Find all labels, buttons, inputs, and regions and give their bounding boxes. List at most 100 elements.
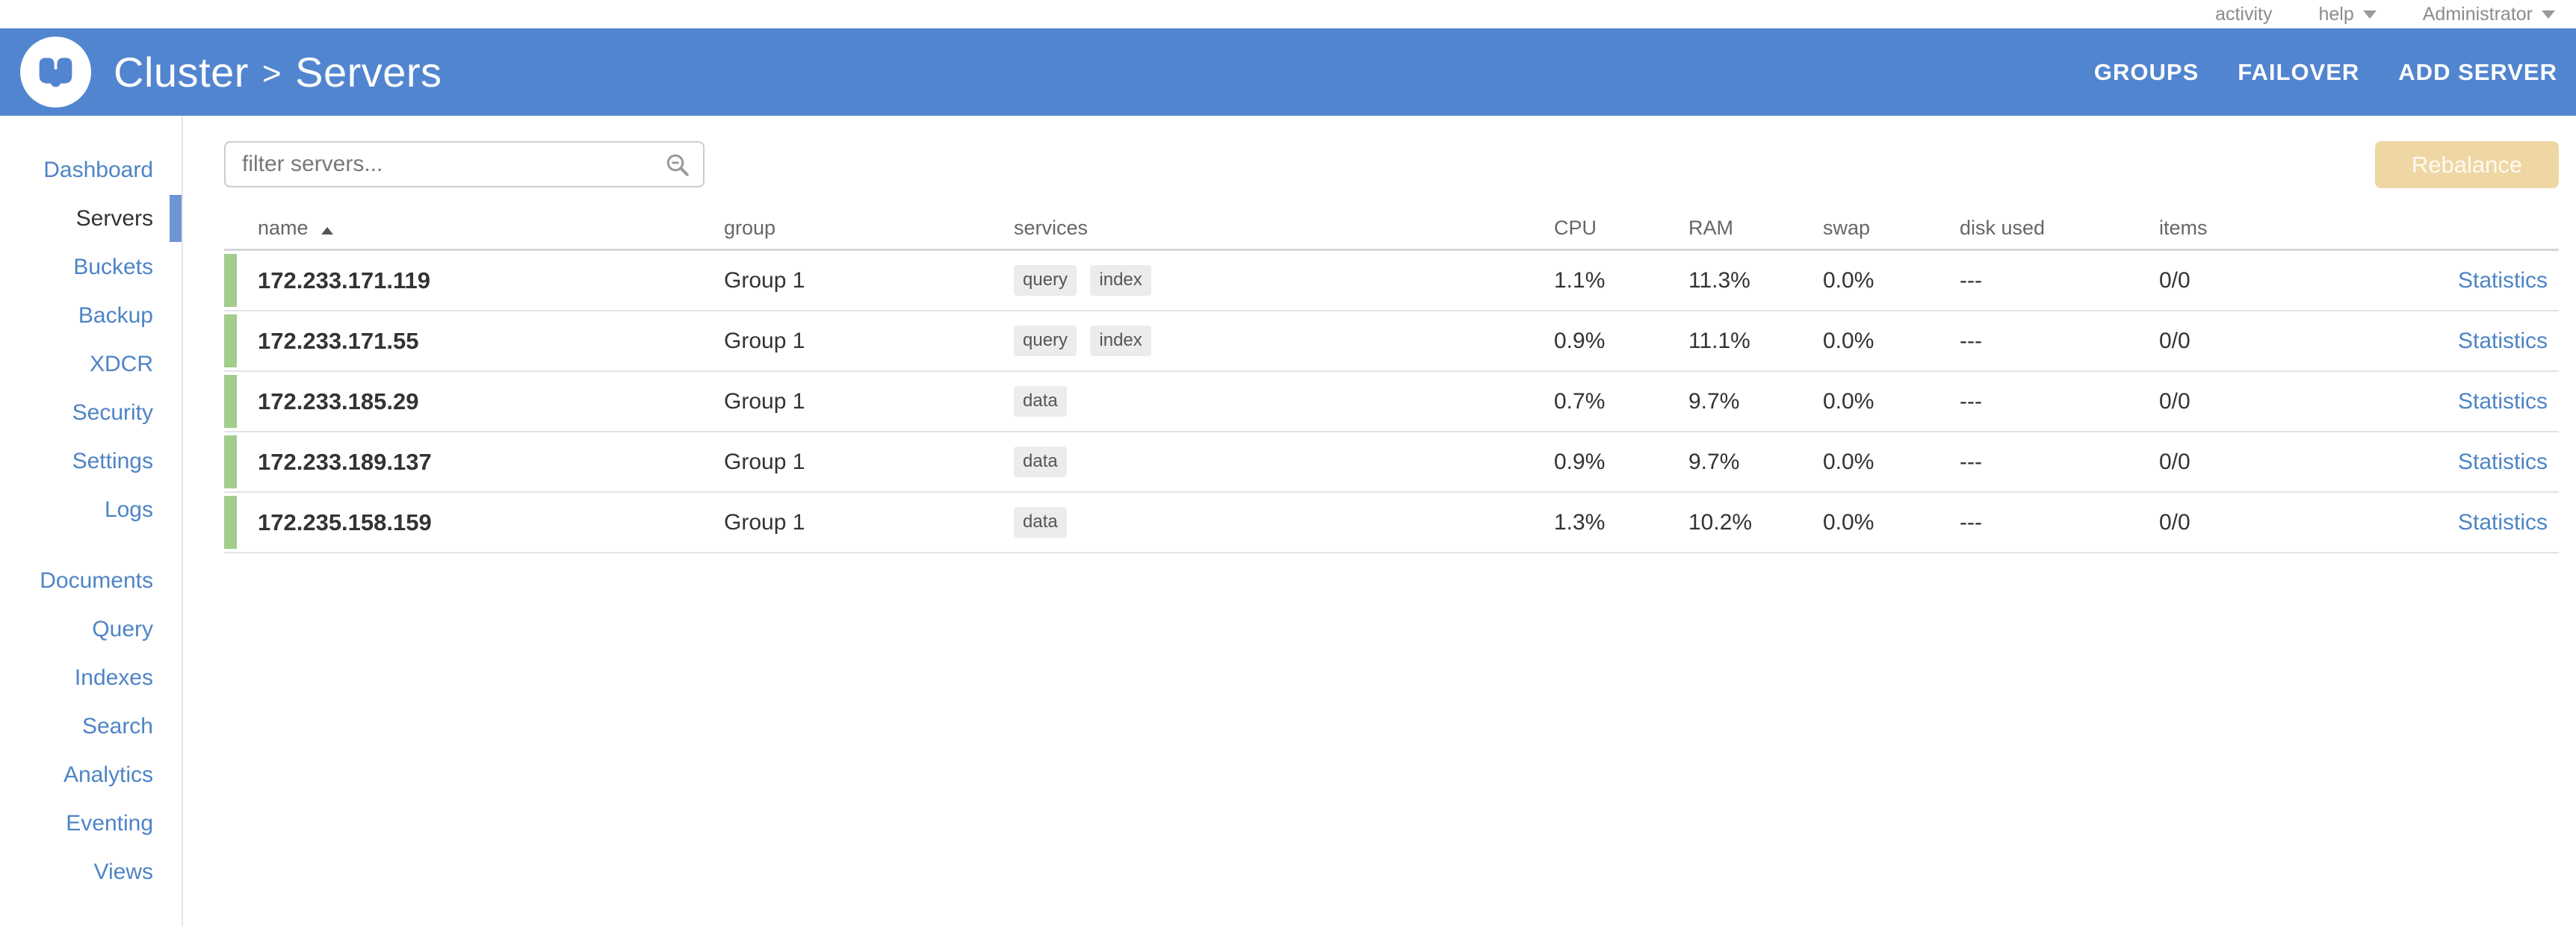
sidebar-item-eventing[interactable]: Eventing bbox=[66, 811, 153, 836]
table-row[interactable]: 172.233.185.29 Group 1 data 0.7% 9.7% 0.… bbox=[224, 372, 2559, 432]
statistics-link[interactable]: Statistics bbox=[2457, 388, 2548, 414]
ram-value: 9.7% bbox=[1688, 449, 1740, 474]
sidebar-item-documents[interactable]: Documents bbox=[40, 568, 153, 593]
sidebar-item-buckets[interactable]: Buckets bbox=[73, 255, 153, 279]
swap-value: 0.0% bbox=[1823, 328, 1874, 353]
service-badge: data bbox=[1014, 447, 1067, 477]
items-value: 0/0 bbox=[2159, 449, 2190, 474]
ram-value: 11.1% bbox=[1688, 328, 1750, 353]
swap-value: 0.0% bbox=[1823, 388, 1874, 414]
cpu-value: 0.9% bbox=[1554, 449, 1606, 474]
help-menu-label: help bbox=[2318, 3, 2354, 25]
active-indicator bbox=[170, 195, 182, 242]
service-badge: data bbox=[1014, 507, 1067, 538]
column-header-items[interactable]: items bbox=[2159, 217, 2208, 239]
column-header-swap[interactable]: swap bbox=[1823, 217, 1871, 239]
couchbase-logo-icon bbox=[20, 37, 91, 108]
items-value: 0/0 bbox=[2159, 509, 2190, 535]
server-group: Group 1 bbox=[724, 328, 805, 353]
statistics-link[interactable]: Statistics bbox=[2457, 328, 2548, 353]
column-header-ram[interactable]: RAM bbox=[1688, 217, 1733, 239]
server-group: Group 1 bbox=[724, 267, 805, 293]
groups-button[interactable]: GROUPS bbox=[2093, 58, 2199, 85]
breadcrumb: Cluster > Servers bbox=[114, 48, 442, 96]
sidebar-item-search[interactable]: Search bbox=[81, 714, 153, 739]
app-header: Cluster > Servers GROUPS FAILOVER ADD SE… bbox=[0, 28, 2576, 116]
user-menu[interactable]: Administrator bbox=[2423, 4, 2555, 25]
health-indicator bbox=[224, 435, 237, 488]
chevron-down-icon bbox=[2362, 10, 2377, 19]
service-badge: query bbox=[1014, 265, 1077, 296]
service-badge: index bbox=[1090, 265, 1151, 296]
swap-value: 0.0% bbox=[1823, 449, 1874, 474]
sidebar-item-views[interactable]: Views bbox=[93, 860, 153, 884]
items-value: 0/0 bbox=[2159, 388, 2190, 414]
sidebar-item-analytics[interactable]: Analytics bbox=[63, 762, 153, 787]
column-header-group[interactable]: group bbox=[724, 217, 776, 239]
items-value: 0/0 bbox=[2159, 328, 2190, 353]
health-indicator bbox=[224, 254, 237, 307]
statistics-link[interactable]: Statistics bbox=[2457, 449, 2548, 474]
add-server-button[interactable]: ADD SERVER bbox=[2398, 58, 2557, 85]
help-menu[interactable]: help bbox=[2318, 3, 2377, 25]
sidebar-item-backup[interactable]: Backup bbox=[78, 303, 153, 328]
column-header-disk-used[interactable]: disk used bbox=[1960, 217, 2046, 239]
sidebar-item-query[interactable]: Query bbox=[92, 617, 153, 641]
user-menu-label: Administrator bbox=[2422, 3, 2533, 25]
server-name: 172.233.185.29 bbox=[258, 388, 419, 414]
table-row[interactable]: 172.235.158.159 Group 1 data 1.3% 10.2% … bbox=[224, 493, 2559, 553]
failover-button[interactable]: FAILOVER bbox=[2238, 58, 2360, 85]
cpu-value: 0.7% bbox=[1554, 388, 1606, 414]
cpu-value: 1.1% bbox=[1554, 267, 1606, 293]
rebalance-button[interactable]: Rebalance bbox=[2375, 141, 2559, 188]
breadcrumb-current: Servers bbox=[295, 49, 442, 96]
disk-used-value: --- bbox=[1960, 328, 1982, 353]
servers-table: name group services CPU RAM swap disk us… bbox=[224, 208, 2559, 553]
health-indicator bbox=[224, 375, 237, 428]
server-name: 172.233.189.137 bbox=[258, 448, 432, 475]
sidebar-item-dashboard[interactable]: Dashboard bbox=[43, 158, 153, 182]
table-row[interactable]: 172.233.189.137 Group 1 data 0.9% 9.7% 0… bbox=[224, 432, 2559, 493]
server-group: Group 1 bbox=[724, 509, 805, 535]
column-header-cpu[interactable]: CPU bbox=[1554, 217, 1597, 239]
sidebar-item-logs[interactable]: Logs bbox=[104, 497, 153, 522]
ram-value: 9.7% bbox=[1688, 388, 1740, 414]
servers-toolbar: Rebalance bbox=[224, 141, 2559, 188]
health-indicator bbox=[224, 496, 237, 549]
search-icon bbox=[666, 154, 689, 176]
disk-used-value: --- bbox=[1960, 509, 1982, 535]
sidebar-item-label: Servers bbox=[75, 206, 153, 231]
disk-used-value: --- bbox=[1960, 267, 1982, 293]
activity-link[interactable]: activity bbox=[2215, 3, 2273, 25]
ram-value: 11.3% bbox=[1688, 267, 1750, 293]
swap-value: 0.0% bbox=[1823, 509, 1874, 535]
health-indicator bbox=[224, 314, 237, 367]
column-header-name[interactable]: name bbox=[224, 217, 724, 240]
column-header-services[interactable]: services bbox=[1014, 217, 1089, 239]
ram-value: 10.2% bbox=[1688, 509, 1753, 535]
server-name: 172.233.171.55 bbox=[258, 327, 419, 354]
sidebar-secondary-group: Documents Query Indexes Search Analytics… bbox=[0, 556, 182, 896]
disk-used-value: --- bbox=[1960, 388, 1982, 414]
sidebar: Dashboard Servers Buckets Backup XDCR Se… bbox=[0, 116, 183, 926]
service-badge: query bbox=[1014, 326, 1077, 356]
server-group: Group 1 bbox=[724, 449, 805, 474]
cpu-value: 0.9% bbox=[1554, 328, 1606, 353]
sidebar-item-settings[interactable]: Settings bbox=[72, 449, 153, 473]
server-name: 172.233.171.119 bbox=[258, 267, 431, 293]
table-row[interactable]: 172.233.171.119 Group 1 query index 1.1%… bbox=[224, 251, 2559, 311]
statistics-link[interactable]: Statistics bbox=[2457, 267, 2548, 293]
statistics-link[interactable]: Statistics bbox=[2457, 509, 2548, 535]
chevron-down-icon bbox=[2542, 10, 2555, 19]
column-header-label: name bbox=[258, 217, 309, 239]
sidebar-item-xdcr[interactable]: XDCR bbox=[89, 352, 153, 376]
breadcrumb-root: Cluster bbox=[114, 49, 249, 96]
sidebar-item-indexes[interactable]: Indexes bbox=[74, 665, 153, 690]
filter-input[interactable] bbox=[224, 141, 705, 187]
items-value: 0/0 bbox=[2159, 267, 2190, 293]
sort-asc-icon bbox=[321, 227, 334, 234]
table-row[interactable]: 172.233.171.55 Group 1 query index 0.9% … bbox=[224, 311, 2559, 372]
sidebar-item-security[interactable]: Security bbox=[72, 400, 153, 425]
sidebar-item-servers[interactable]: Servers bbox=[0, 194, 182, 243]
cpu-value: 1.3% bbox=[1554, 509, 1606, 535]
